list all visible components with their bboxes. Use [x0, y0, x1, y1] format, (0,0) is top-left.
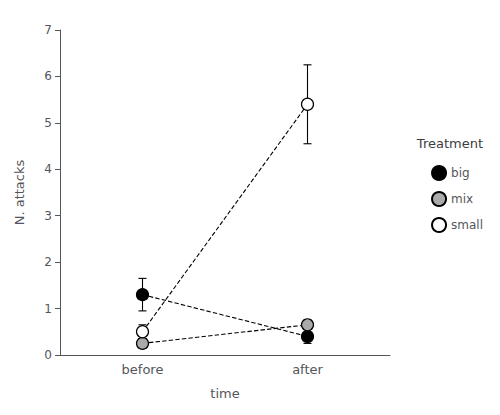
svg-text:small: small [451, 218, 483, 232]
svg-text:1: 1 [44, 302, 52, 316]
svg-text:3: 3 [44, 209, 52, 223]
svg-text:7: 7 [44, 23, 52, 37]
svg-text:Treatment: Treatment [416, 136, 483, 151]
svg-text:mix: mix [451, 192, 473, 206]
svg-text:6: 6 [44, 69, 52, 83]
svg-text:2: 2 [44, 255, 52, 269]
svg-text:0: 0 [44, 348, 52, 362]
svg-text:4: 4 [44, 162, 52, 176]
svg-text:big: big [451, 166, 470, 180]
svg-text:before: before [122, 362, 164, 377]
svg-text:5: 5 [44, 116, 52, 130]
svg-text:time: time [210, 386, 239, 401]
svg-text:N. attacks: N. attacks [12, 159, 27, 225]
svg-text:after: after [292, 362, 323, 377]
